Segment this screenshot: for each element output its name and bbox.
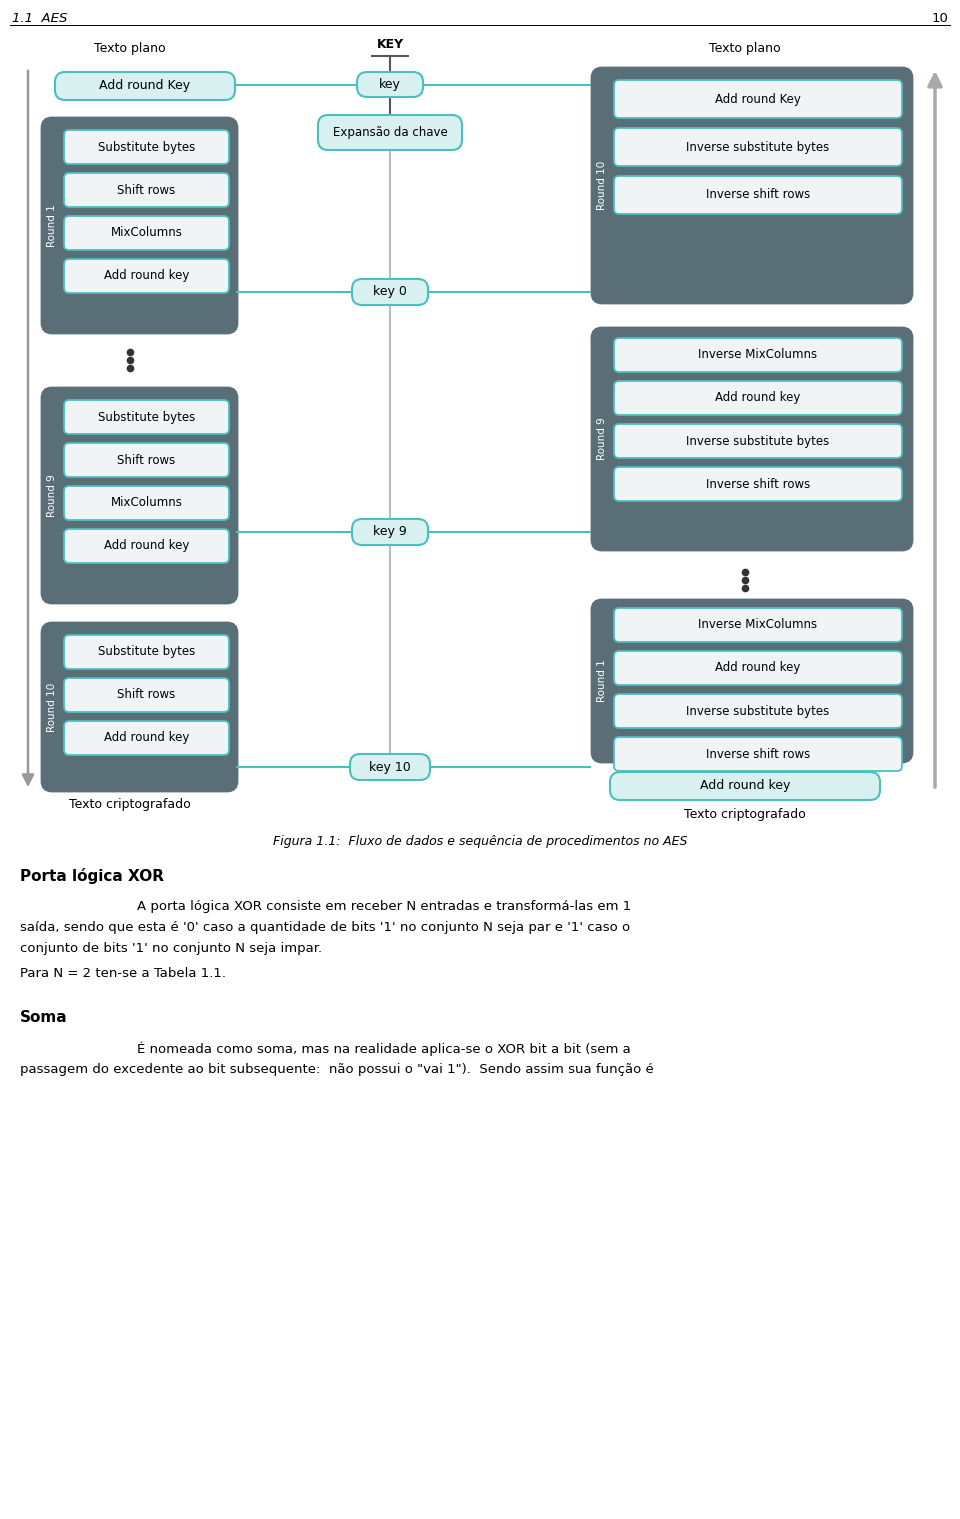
FancyBboxPatch shape <box>64 722 229 755</box>
FancyBboxPatch shape <box>614 608 902 643</box>
FancyBboxPatch shape <box>64 677 229 712</box>
Text: Inverse substitute bytes: Inverse substitute bytes <box>686 140 829 153</box>
Text: Para N = 2 ten-se a Tabela 1.1.: Para N = 2 ten-se a Tabela 1.1. <box>20 968 226 980</box>
FancyBboxPatch shape <box>592 328 912 550</box>
Text: Expansão da chave: Expansão da chave <box>332 126 447 140</box>
Text: Round 10: Round 10 <box>47 682 57 732</box>
FancyBboxPatch shape <box>592 68 912 302</box>
Text: Texto criptografado: Texto criptografado <box>684 808 805 820</box>
Text: Round 1: Round 1 <box>47 204 57 248</box>
Text: MixColumns: MixColumns <box>110 497 182 509</box>
Text: Shift rows: Shift rows <box>117 454 176 466</box>
Text: Add round Key: Add round Key <box>100 79 191 93</box>
Text: conjunto de bits '1' no conjunto N seja impar.: conjunto de bits '1' no conjunto N seja … <box>20 942 323 955</box>
Text: MixColumns: MixColumns <box>110 226 182 240</box>
Text: passagem do excedente ao bit subsequente:  não possui o "vai 1").  Sendo assim s: passagem do excedente ao bit subsequente… <box>20 1063 654 1075</box>
Text: Substitute bytes: Substitute bytes <box>98 140 195 153</box>
Text: Texto plano: Texto plano <box>94 43 166 55</box>
FancyBboxPatch shape <box>352 279 428 305</box>
Text: key 10: key 10 <box>370 761 411 773</box>
Text: A porta lógica XOR consiste em receber N entradas e transformá-las em 1: A porta lógica XOR consiste em receber N… <box>120 899 632 913</box>
Text: Soma: Soma <box>20 1010 67 1025</box>
FancyBboxPatch shape <box>592 600 912 763</box>
FancyBboxPatch shape <box>614 652 902 685</box>
Text: KEY: KEY <box>376 38 403 52</box>
Text: Texto plano: Texto plano <box>709 43 780 55</box>
Text: key 9: key 9 <box>373 526 407 539</box>
Text: Add round key: Add round key <box>715 661 801 674</box>
Text: É nomeada como soma, mas na realidade aplica-se o XOR bit a bit (sem a: É nomeada como soma, mas na realidade ap… <box>120 1042 631 1057</box>
Text: Round 9: Round 9 <box>47 474 57 516</box>
FancyBboxPatch shape <box>614 128 902 166</box>
Text: Inverse substitute bytes: Inverse substitute bytes <box>686 434 829 448</box>
FancyBboxPatch shape <box>614 694 902 728</box>
Text: Substitute bytes: Substitute bytes <box>98 646 195 659</box>
FancyBboxPatch shape <box>64 131 229 164</box>
Text: 1.1  AES: 1.1 AES <box>12 12 67 24</box>
FancyBboxPatch shape <box>64 260 229 293</box>
Text: Inverse MixColumns: Inverse MixColumns <box>699 348 818 362</box>
FancyBboxPatch shape <box>614 737 902 772</box>
Text: saída, sendo que esta é '0' caso a quantidade de bits '1' no conjunto N seja par: saída, sendo que esta é '0' caso a quant… <box>20 921 630 934</box>
Text: Texto criptografado: Texto criptografado <box>69 797 191 811</box>
FancyBboxPatch shape <box>614 381 902 415</box>
FancyBboxPatch shape <box>64 486 229 519</box>
FancyBboxPatch shape <box>64 216 229 251</box>
Text: Inverse MixColumns: Inverse MixColumns <box>699 618 818 632</box>
Text: Add round key: Add round key <box>700 779 790 793</box>
FancyBboxPatch shape <box>357 71 423 97</box>
Text: Add round key: Add round key <box>715 392 801 404</box>
Text: Round 1: Round 1 <box>597 659 607 702</box>
Text: Shift rows: Shift rows <box>117 184 176 196</box>
Text: key: key <box>379 77 401 91</box>
Text: Porta lógica XOR: Porta lógica XOR <box>20 867 164 884</box>
FancyBboxPatch shape <box>42 387 237 603</box>
FancyBboxPatch shape <box>64 529 229 564</box>
Text: Add round key: Add round key <box>104 539 189 553</box>
Text: Round 9: Round 9 <box>597 418 607 460</box>
FancyBboxPatch shape <box>350 753 430 779</box>
Text: key 0: key 0 <box>373 286 407 299</box>
Text: Shift rows: Shift rows <box>117 688 176 702</box>
Text: Substitute bytes: Substitute bytes <box>98 410 195 424</box>
FancyBboxPatch shape <box>614 424 902 459</box>
FancyBboxPatch shape <box>64 444 229 477</box>
FancyBboxPatch shape <box>318 115 462 150</box>
FancyBboxPatch shape <box>614 176 902 214</box>
Text: Add round key: Add round key <box>104 732 189 744</box>
FancyBboxPatch shape <box>64 399 229 434</box>
Text: Add round Key: Add round Key <box>715 93 801 105</box>
FancyBboxPatch shape <box>64 173 229 207</box>
FancyBboxPatch shape <box>64 635 229 668</box>
Text: Add round key: Add round key <box>104 269 189 283</box>
Text: Inverse shift rows: Inverse shift rows <box>706 747 810 761</box>
Text: Round 10: Round 10 <box>597 161 607 210</box>
FancyBboxPatch shape <box>614 81 902 118</box>
FancyBboxPatch shape <box>614 339 902 372</box>
Text: Inverse shift rows: Inverse shift rows <box>706 477 810 491</box>
Text: 10: 10 <box>931 12 948 24</box>
FancyBboxPatch shape <box>352 519 428 545</box>
FancyBboxPatch shape <box>42 623 237 791</box>
FancyBboxPatch shape <box>42 118 237 333</box>
FancyBboxPatch shape <box>55 71 235 100</box>
Text: Inverse substitute bytes: Inverse substitute bytes <box>686 705 829 717</box>
FancyBboxPatch shape <box>610 772 880 801</box>
Text: Figura 1.1:  Fluxo de dados e sequência de procedimentos no AES: Figura 1.1: Fluxo de dados e sequência d… <box>273 835 687 848</box>
Text: Inverse shift rows: Inverse shift rows <box>706 188 810 202</box>
FancyBboxPatch shape <box>614 466 902 501</box>
